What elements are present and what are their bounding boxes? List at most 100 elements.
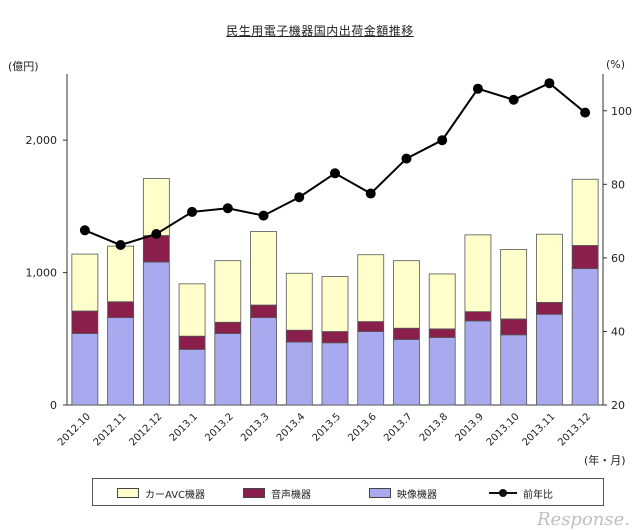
bar-car-avc <box>107 245 134 303</box>
legend-swatch-audio <box>243 488 265 498</box>
bar-video <box>571 268 599 406</box>
yoy-point <box>151 228 162 239</box>
bar-car-avc <box>321 276 349 332</box>
bar-car-avc <box>142 178 170 236</box>
legend-label-video: 映像機器 <box>397 489 437 501</box>
legend-label-yoy: 前年比 <box>523 489 553 501</box>
bar-audio <box>571 245 599 270</box>
bar-audio <box>357 321 385 332</box>
x-tick-label: 2013.8 <box>418 411 451 444</box>
bar-video <box>536 313 563 406</box>
legend-swatch-video <box>369 488 391 498</box>
bar-video <box>464 320 492 406</box>
y-left-tick-label: 1,000 <box>26 267 58 280</box>
bar-video <box>321 342 349 406</box>
bar-car-avc <box>393 260 420 329</box>
yoy-point <box>580 107 591 118</box>
y-right-tick-label: 80 <box>611 178 625 191</box>
yoy-point <box>472 83 483 94</box>
y-right-tick-label: 20 <box>611 399 625 412</box>
chart-title: 民生用電子機器国内出荷金額推移 <box>226 24 414 38</box>
bar-video <box>285 341 313 406</box>
bar-car-avc <box>250 231 277 306</box>
yoy-point <box>365 188 376 199</box>
bar-audio <box>285 329 313 343</box>
yoy-point <box>330 168 340 179</box>
y-right-tick-label: 100 <box>611 105 632 118</box>
yoy-point <box>258 210 269 221</box>
bar-audio <box>321 331 349 344</box>
bar-car-avc <box>357 254 385 322</box>
bar-car-avc <box>428 273 456 330</box>
bar-audio <box>71 310 99 334</box>
bar-video <box>107 317 134 406</box>
x-tick-label: 2013.4 <box>275 411 308 444</box>
bar-car-avc <box>285 272 313 331</box>
bar-audio <box>500 318 528 336</box>
bar-car-avc <box>536 233 563 303</box>
yoy-point <box>437 135 448 146</box>
legend-item-video: 映像機器 <box>369 487 437 501</box>
yoy-point <box>544 78 555 89</box>
y-right-tick-label: 60 <box>611 252 625 265</box>
legend-swatch-yoy <box>489 488 517 498</box>
x-tick-label: 2013.6 <box>346 411 379 444</box>
yoy-point <box>294 192 305 203</box>
bar-audio <box>250 304 277 319</box>
legend-item-yoy: 前年比 <box>489 487 553 501</box>
y-left-tick-label: 0 <box>50 399 57 412</box>
response-watermark: Response. <box>536 509 630 530</box>
legend-swatch-car-avc <box>117 488 139 498</box>
yoy-point <box>187 206 198 217</box>
x-tick-label: 2013.1 <box>168 411 201 444</box>
bar-car-avc <box>500 249 528 320</box>
bar-video <box>357 331 385 406</box>
bar-video <box>393 339 420 406</box>
bar-audio <box>214 321 242 334</box>
bar-audio <box>107 301 134 319</box>
x-tick-label: 2013.12 <box>556 411 593 448</box>
bar-video <box>142 261 170 406</box>
bar-video <box>428 337 456 406</box>
yoy-point <box>115 240 126 251</box>
x-axis-unit: (年・月) <box>584 454 626 467</box>
legend-item-audio: 音声機器 <box>243 487 311 501</box>
bar-audio <box>464 311 492 322</box>
bar-car-avc <box>464 234 492 313</box>
x-tick-label: 2013.3 <box>239 411 272 444</box>
bar-video <box>178 348 206 406</box>
x-tick-label: 2013.11 <box>520 411 557 448</box>
x-tick-label: 2013.5 <box>311 411 344 444</box>
x-tick-label: 2012.11 <box>92 411 129 448</box>
bar-car-avc <box>214 260 242 323</box>
x-tick-label: 2013.9 <box>454 411 487 444</box>
bar-audio <box>536 301 563 315</box>
x-tick-label: 2012.10 <box>56 411 93 448</box>
yoy-point <box>508 94 519 105</box>
bar-video <box>250 317 277 406</box>
left-axis-unit: (億円) <box>8 60 39 73</box>
legend: カーAVC機器 音声機器 映像機器 前年比 <box>92 478 604 506</box>
bar-audio <box>142 235 170 263</box>
bar-video <box>71 333 99 406</box>
yoy-point <box>79 225 90 236</box>
legend-item-car-avc: カーAVC機器 <box>117 487 206 501</box>
bar-audio <box>393 327 420 340</box>
bar-audio <box>428 328 456 338</box>
right-axis-unit: (%) <box>606 58 626 71</box>
bar-video <box>214 333 242 406</box>
x-tick-label: 2013.2 <box>203 411 236 444</box>
y-left-tick-label: 2,000 <box>26 134 58 147</box>
bar-car-avc <box>571 178 599 246</box>
legend-label-audio: 音声機器 <box>271 489 311 501</box>
yoy-point <box>401 153 412 164</box>
legend-label-car-avc: カーAVC機器 <box>145 489 206 501</box>
bar-car-avc <box>178 283 206 337</box>
bar-video <box>500 334 528 406</box>
x-tick-label: 2013.10 <box>485 411 522 448</box>
x-tick-label: 2012.12 <box>127 411 164 448</box>
bar-audio <box>178 335 206 350</box>
x-tick-label: 2013.7 <box>382 411 415 444</box>
y-right-tick-label: 40 <box>611 325 625 338</box>
chart-canvas: 0 1,000 2,000 20 40 60 80 100 2012.102012.112012… <box>26 74 632 448</box>
